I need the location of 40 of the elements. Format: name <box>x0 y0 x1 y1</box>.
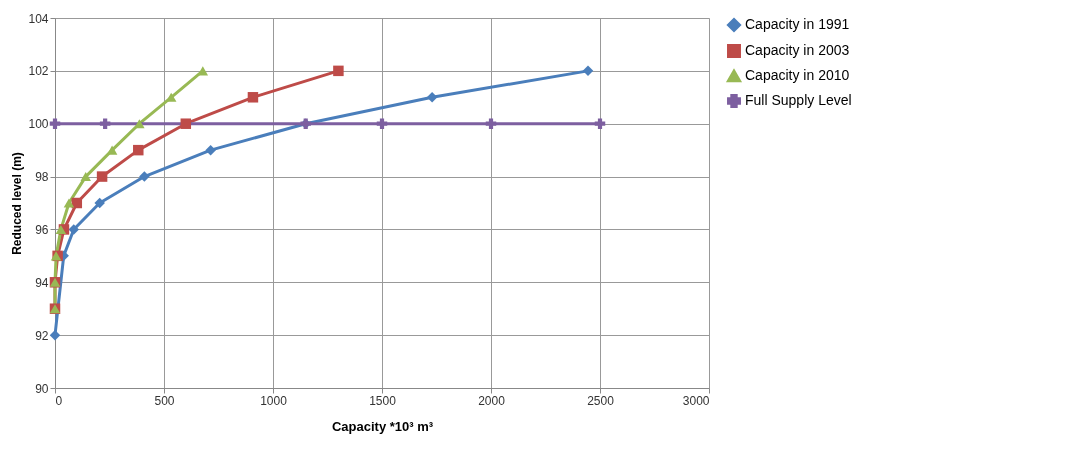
x-tick-label: 500 <box>154 393 175 408</box>
x-tick-label: 2500 <box>587 393 615 408</box>
point <box>333 65 344 77</box>
legend-label: Capacity in 2003 <box>745 42 850 58</box>
point <box>68 224 79 235</box>
y-tick-label: 94 <box>35 275 49 290</box>
point <box>247 92 259 103</box>
point <box>180 118 192 129</box>
legend-label: Capacity in 1991 <box>745 16 850 32</box>
legend-label: Full Supply Level <box>745 92 852 108</box>
x-tick-label: 3000 <box>682 393 710 408</box>
y-tick-label: 98 <box>35 170 49 185</box>
x-tick-label: 2000 <box>478 393 506 408</box>
y-tick-label: 100 <box>28 117 49 132</box>
legend-label: Capacity in 2010 <box>745 67 850 83</box>
point <box>594 118 606 129</box>
point <box>94 197 105 209</box>
y-tick-label: 104 <box>28 11 49 26</box>
point <box>80 172 91 182</box>
point <box>139 171 150 182</box>
y-tick-label: 92 <box>35 328 49 343</box>
point <box>134 119 145 129</box>
x-axis-title: Capacity *10³ m³ <box>331 418 434 434</box>
x-tick-label: 1000 <box>260 393 288 408</box>
x-tick-label: 1500 <box>369 393 397 408</box>
point <box>485 118 497 129</box>
point <box>376 118 388 129</box>
point <box>426 92 438 103</box>
point <box>63 198 75 208</box>
point <box>582 65 594 77</box>
point <box>133 144 144 156</box>
y-tick-label: 102 <box>28 64 49 79</box>
y-axis-title: Reduced level (m) <box>10 152 25 255</box>
point <box>99 118 111 129</box>
y-tick-label: 96 <box>35 222 49 237</box>
y-tick-label: 90 <box>35 381 49 396</box>
point <box>49 118 61 129</box>
point <box>96 171 108 182</box>
x-tick-label: 0 <box>55 393 63 408</box>
point <box>205 144 216 156</box>
